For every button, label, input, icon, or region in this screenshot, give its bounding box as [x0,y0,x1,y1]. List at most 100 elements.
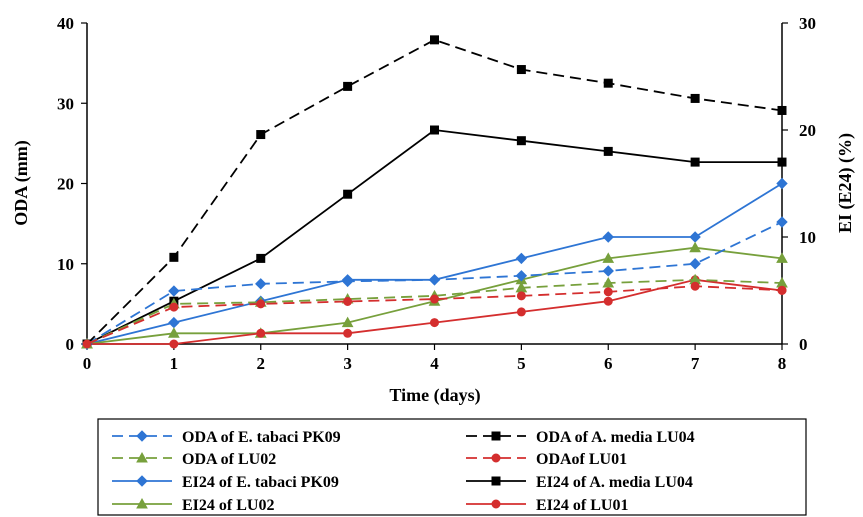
data-point [602,231,614,243]
data-point [168,327,180,338]
data-point [602,265,614,277]
data-point [169,302,179,312]
data-point [169,339,179,349]
y2-axis-title: EI (E24) (%) [835,133,856,233]
legend-swatch-marker [136,475,148,487]
series-line [86,278,783,345]
data-point [516,307,526,317]
legend-frame [97,418,807,516]
data-point [516,65,526,75]
legend-swatch-marker [136,451,148,463]
data-point [256,328,266,338]
data-point [690,93,700,103]
legend-label: EI24 of A. media LU04 [536,474,693,491]
data-point [777,105,787,115]
legend-swatch-marker [491,499,501,509]
data-point [515,270,528,282]
series-odaof-lu01 [82,281,787,349]
data-point [428,274,441,286]
data-point [689,241,701,253]
legend-item: ODA of A. media LU04 [466,429,695,446]
legend-swatch-marker [136,430,148,442]
data-point [603,146,613,156]
data-point [430,294,439,304]
series-oda-of-lu02 [81,273,788,349]
data-point [343,296,353,306]
data-point [602,276,615,288]
legend: ODA of E. tabaci PK09 ODA of A. media LU0… [97,418,807,516]
x-tick-label: 3 [343,354,352,373]
y-tick-label: 30 [57,94,74,113]
series-line [86,38,783,345]
data-point [603,287,613,297]
series-layer [81,35,788,350]
x-tick-label: 1 [170,354,179,373]
y2-tick-label: 0 [799,335,808,354]
legend-item: EI24 of LU02 [112,497,274,514]
legend-item: ODA of LU02 [112,451,276,468]
legend-swatch-marker [491,476,501,486]
legend-swatch-marker [491,431,501,441]
legend-item: EI24 of E. tabaci PK09 [112,474,339,491]
x-tick-label: 6 [604,354,613,373]
y2-tick-label: 30 [799,14,816,33]
legend-item: EI24 of LU01 [466,497,628,514]
y2-tick-label: 10 [799,228,816,247]
data-point [169,252,179,262]
y-tick-label: 0 [66,335,75,354]
data-point [603,78,613,88]
x-tick-label: 0 [83,354,92,373]
legend-swatch-marker [136,497,148,509]
legend-item: EI24 of A. media LU04 [466,474,693,491]
data-point [430,35,439,45]
legend-label: ODAof LU01 [536,451,627,468]
data-point [690,157,700,167]
data-point [516,136,526,146]
data-point [689,231,701,243]
data-point [168,316,180,329]
data-point [776,216,788,228]
data-point [515,252,528,265]
series-oda-of-e-tabaci-pk09 [81,216,788,350]
series-oda-of-a-media-lu04 [82,35,787,349]
x-tick-label: 7 [691,354,700,373]
data-point [256,253,266,263]
data-point [430,318,439,328]
x-tick-label: 8 [778,354,787,373]
data-point [256,299,266,309]
data-point [255,278,267,290]
data-point [516,291,526,301]
x-tick-label: 4 [430,354,439,373]
legend-item: ODAof LU01 [466,451,627,468]
legend-label: ODA of E. tabaci PK09 [182,429,341,446]
data-point [430,125,439,135]
data-point [168,285,180,297]
legend-label: EI24 of E. tabaci PK09 [182,474,339,491]
data-point [689,258,701,270]
data-point [777,157,787,167]
legend-label: ODA of LU02 [182,451,276,468]
y-tick-label: 20 [57,175,74,194]
x-tick-label: 5 [517,354,526,373]
data-point [776,252,788,263]
data-point [82,339,92,349]
data-point [777,285,787,295]
data-point [341,316,354,328]
data-point [343,189,353,199]
data-point [690,281,700,291]
y-axis-title: ODA (mm) [11,140,32,225]
legend-item: ODA of E. tabaci PK09 [112,429,341,446]
y2-tick-label: 20 [799,121,816,140]
data-point [603,296,613,306]
legend-label: EI24 of LU01 [536,497,628,514]
data-point [256,130,266,140]
data-point [341,275,354,288]
legend-label: ODA of A. media LU04 [536,429,695,446]
x-tick-label: 2 [257,354,266,373]
series-line [86,285,783,345]
data-point [343,81,353,91]
y-tick-label: 40 [57,14,74,33]
y-tick-label: 10 [57,255,74,274]
